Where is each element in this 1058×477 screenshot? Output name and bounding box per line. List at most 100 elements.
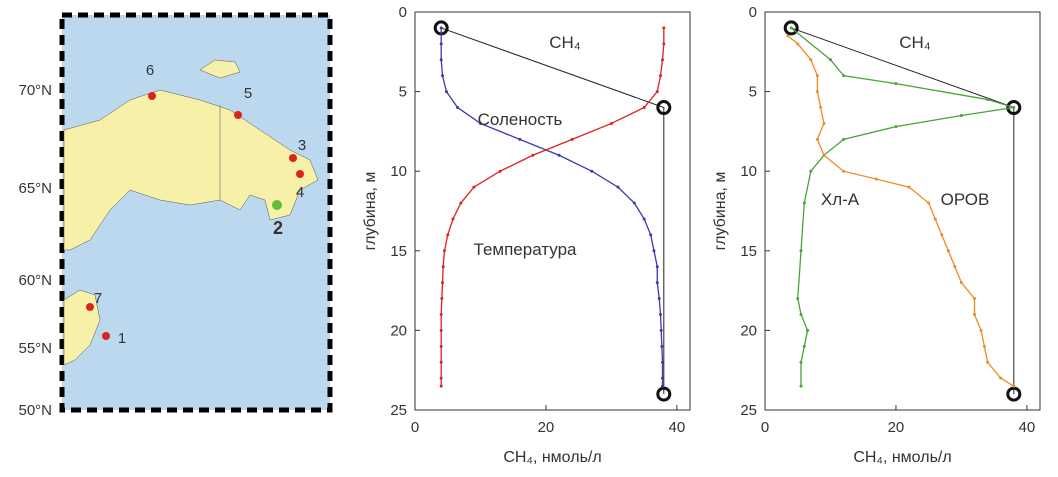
point <box>986 360 990 364</box>
point <box>655 281 659 285</box>
series-label: Соленость <box>478 110 563 129</box>
x-tick-label: 20 <box>888 419 905 436</box>
point <box>982 344 986 348</box>
point <box>518 137 522 141</box>
point <box>655 90 659 94</box>
point <box>659 74 663 78</box>
point <box>815 137 819 141</box>
point <box>979 328 983 332</box>
point <box>439 376 443 380</box>
point <box>933 217 937 221</box>
point <box>659 312 663 316</box>
x-tick-label: 0 <box>411 419 419 436</box>
point <box>874 177 878 181</box>
point <box>822 121 826 125</box>
y-tick-label: 15 <box>390 243 407 260</box>
point <box>842 137 846 141</box>
station <box>148 92 156 100</box>
ch4-point <box>1006 386 1022 402</box>
point <box>472 185 476 189</box>
point <box>799 360 803 364</box>
series-line <box>440 27 665 387</box>
point <box>590 169 594 173</box>
point <box>907 185 911 189</box>
point <box>799 384 803 388</box>
station <box>296 170 304 178</box>
series-line <box>441 27 665 395</box>
y-tick-label: 5 <box>399 84 407 101</box>
x-tick-label: 40 <box>1019 419 1036 436</box>
point <box>442 249 446 253</box>
point <box>456 106 460 110</box>
y-tick-label: 25 <box>740 402 757 419</box>
point <box>440 297 444 301</box>
station-label: 1 <box>118 330 126 347</box>
point <box>439 26 443 30</box>
ch4-point <box>783 20 799 36</box>
point <box>959 113 963 117</box>
y-axis-label: глубина, м <box>712 172 729 251</box>
point <box>478 121 482 125</box>
ch4-point <box>1006 100 1022 116</box>
point <box>446 233 450 237</box>
lat-label: 50°N <box>18 402 52 419</box>
point <box>894 82 898 86</box>
point <box>441 281 444 285</box>
station <box>234 111 242 119</box>
point <box>642 217 646 221</box>
ch4-point <box>656 100 672 116</box>
station <box>86 303 94 311</box>
point <box>451 217 455 221</box>
series-label: CH₄ <box>549 33 581 52</box>
series-line <box>440 27 664 387</box>
point <box>655 265 659 269</box>
point <box>822 153 826 157</box>
point <box>973 312 977 316</box>
point <box>661 384 664 388</box>
point <box>662 42 666 46</box>
point <box>642 106 646 110</box>
point <box>815 74 819 78</box>
lat-label: 70°N <box>18 82 52 99</box>
series-label: CH₄ <box>899 33 931 52</box>
point <box>661 376 664 380</box>
point <box>959 281 963 285</box>
series-label: ОРОВ <box>941 190 990 209</box>
point <box>799 312 803 316</box>
point <box>570 137 574 141</box>
point <box>661 360 664 364</box>
point <box>441 74 444 78</box>
y-tick-label: 10 <box>390 163 407 180</box>
y-tick-label: 20 <box>740 322 757 339</box>
point <box>999 376 1003 380</box>
x-axis-label: CH₄, нмоль/л <box>853 449 951 466</box>
point <box>441 265 445 269</box>
plot-frame <box>764 11 1041 411</box>
station-label: 5 <box>244 85 252 102</box>
point <box>802 201 806 205</box>
point <box>789 26 793 30</box>
station-label: 6 <box>146 62 154 79</box>
lat-label: 55°N <box>18 340 52 357</box>
x-tick-label: 20 <box>538 419 555 436</box>
point <box>946 249 950 253</box>
series-label: Температура <box>474 240 578 259</box>
point <box>973 297 977 301</box>
series-line <box>787 35 1015 387</box>
plot-frame <box>414 11 691 411</box>
point <box>819 106 823 110</box>
y-tick-label: 25 <box>390 402 407 419</box>
point <box>796 297 800 301</box>
point <box>557 153 561 157</box>
point <box>842 74 846 78</box>
point <box>531 153 535 157</box>
point <box>439 384 443 388</box>
station <box>102 332 110 340</box>
y-tick-label: 0 <box>399 4 407 21</box>
point <box>498 169 502 173</box>
point <box>809 169 813 173</box>
point <box>927 201 931 205</box>
point <box>662 26 666 30</box>
point <box>652 249 656 253</box>
